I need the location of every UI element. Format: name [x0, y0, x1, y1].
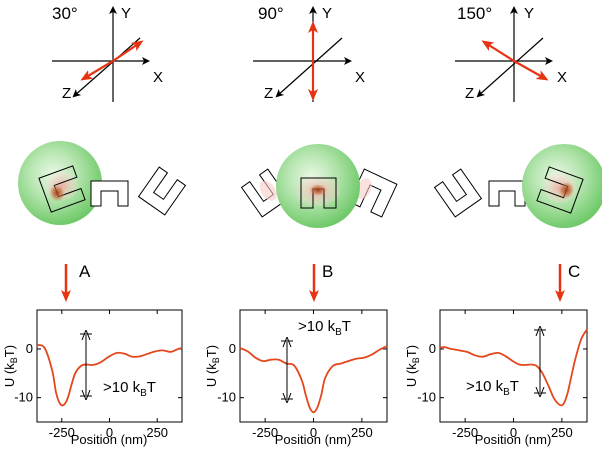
z-axis-label: Z [62, 85, 71, 102]
orientation-arrow-forward [112, 40, 144, 62]
y-axis-title: U (kBT) [2, 345, 19, 387]
z-axis-label: Z [264, 85, 273, 102]
particle-rotated [433, 168, 483, 218]
plot-frame [439, 309, 588, 423]
x-axis-title: Position (nm) [71, 432, 148, 447]
position-marker-c: C [555, 262, 580, 302]
axes-diagram-30: 30° Y X Z [52, 4, 163, 102]
potential-plot-a: -250 0 250 0 -10 Position (nm) U (kBT) >10 k… [2, 309, 183, 447]
column-30: 30° Y X Z A [2, 4, 187, 447]
position-marker-b: B [309, 262, 333, 302]
y-axis-label: Y [121, 5, 131, 22]
marker-label: B [322, 262, 333, 281]
column-150: 150° Y X Z C [404, 4, 602, 447]
potential-curve [439, 328, 588, 407]
particle-scene-150 [433, 144, 602, 228]
axes-diagram-150: 150° Y X Z [455, 4, 567, 102]
y-tick-label: -10 [217, 390, 236, 405]
barrier-label: >10 kBT [466, 378, 519, 398]
plot-frame [36, 309, 183, 423]
x-tick-label: 250 [551, 425, 573, 440]
orientation-arrow-upleft [481, 40, 515, 62]
y-tick-label: 0 [26, 341, 33, 356]
particle-tilted [38, 165, 86, 213]
y-axis-title: U (kBT) [204, 345, 221, 387]
particle-upright-trapped [300, 177, 337, 209]
y-tick-label: 0 [229, 341, 236, 356]
angle-label: 90° [258, 4, 284, 23]
particle-tilted [536, 166, 584, 214]
y-axis-label: Y [322, 5, 332, 22]
position-marker-a: A [61, 262, 91, 302]
potential-curve [36, 344, 183, 407]
particle-left-rotated [240, 168, 290, 218]
axes-diagram-90: 90° Y X Z [253, 4, 365, 102]
x-tick-label: 250 [146, 425, 168, 440]
y-tick-label: 0 [429, 341, 436, 356]
potential-plot-b: -250 0 250 0 -10 Position (nm) U (kBT) >10 k… [204, 309, 388, 447]
x-tick-label: -250 [252, 425, 278, 440]
x-axis-title: Position (nm) [275, 432, 352, 447]
z-axis [72, 37, 141, 98]
x-tick-label: 0 [510, 425, 517, 440]
marker-label: C [568, 262, 580, 281]
y-axis-title: U (kBT) [404, 345, 421, 387]
z-axis [476, 37, 544, 98]
barrier-label: >10 kBT [298, 318, 351, 338]
x-tick-label: -250 [49, 425, 75, 440]
x-tick-label: 250 [351, 425, 373, 440]
particle-scene-90 [240, 144, 398, 228]
x-axis-label: X [355, 69, 365, 86]
marker-label: A [79, 262, 91, 281]
particle-upright [488, 180, 526, 207]
orientation-arrow-back [80, 60, 114, 81]
particle-upright [90, 180, 129, 207]
angle-label: 150° [457, 4, 492, 23]
potential-plot-c: -250 0 250 0 -10 Position (nm) U (kBT) >10 k… [404, 309, 588, 447]
x-axis-label: X [153, 69, 163, 86]
x-tick-label: -250 [452, 425, 478, 440]
column-90: 90° Y X Z [204, 4, 398, 447]
x-axis-label: X [557, 69, 567, 86]
orientation-arrow-downright [513, 60, 549, 81]
x-axis-title: Position (nm) [475, 432, 552, 447]
angle-label: 30° [52, 4, 78, 23]
y-tick-label: -10 [14, 390, 33, 405]
potential-curve [239, 345, 388, 414]
x-tick-label: 0 [310, 425, 317, 440]
barrier-label: >10 kBT [103, 379, 156, 399]
particle-scene-30 [18, 141, 187, 225]
z-axis-label: Z [465, 85, 474, 102]
z-axis [275, 37, 343, 98]
particle-rotated [137, 166, 187, 216]
y-tick-label: -10 [417, 390, 436, 405]
x-tick-label: 0 [106, 425, 113, 440]
y-axis-label: Y [524, 5, 534, 22]
particle-right-rotated [348, 168, 398, 218]
